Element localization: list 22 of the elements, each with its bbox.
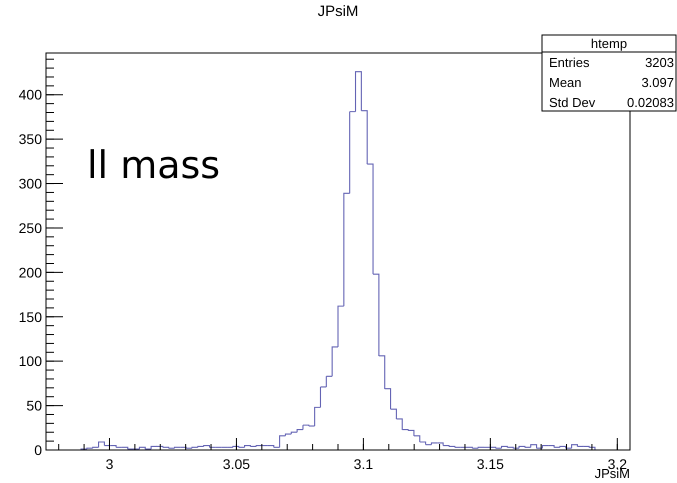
x-tick-label: 3.15 [476, 456, 504, 472]
y-tick-label: 100 [18, 353, 42, 370]
annotation: Mean [549, 75, 582, 90]
y-tick-label: 200 [18, 264, 42, 280]
x-tick-label: 3.05 [222, 456, 250, 472]
chart-title: JPsiM [318, 3, 358, 20]
annotation: 0.02083 [627, 95, 674, 110]
y-tick-label: 350 [18, 131, 42, 148]
annotation: Entries [549, 55, 590, 70]
x-tick-label: 3.1 [354, 456, 374, 472]
annotation: ll mass [87, 143, 220, 187]
y-tick-label: 300 [18, 176, 42, 192]
y-tick-label: 0 [34, 442, 42, 458]
text: 3.097 [641, 75, 674, 90]
y-tick-label: 150 [18, 308, 42, 325]
x-tick-label: 3 [106, 456, 114, 472]
y-tick-label: 50 [26, 398, 42, 414]
text: htemp [590, 36, 628, 51]
y-tick-label: 250 [18, 220, 42, 236]
y-tick-label: 400 [18, 86, 42, 103]
annotation: Std Dev [549, 95, 596, 110]
text: 3203 [645, 55, 674, 70]
